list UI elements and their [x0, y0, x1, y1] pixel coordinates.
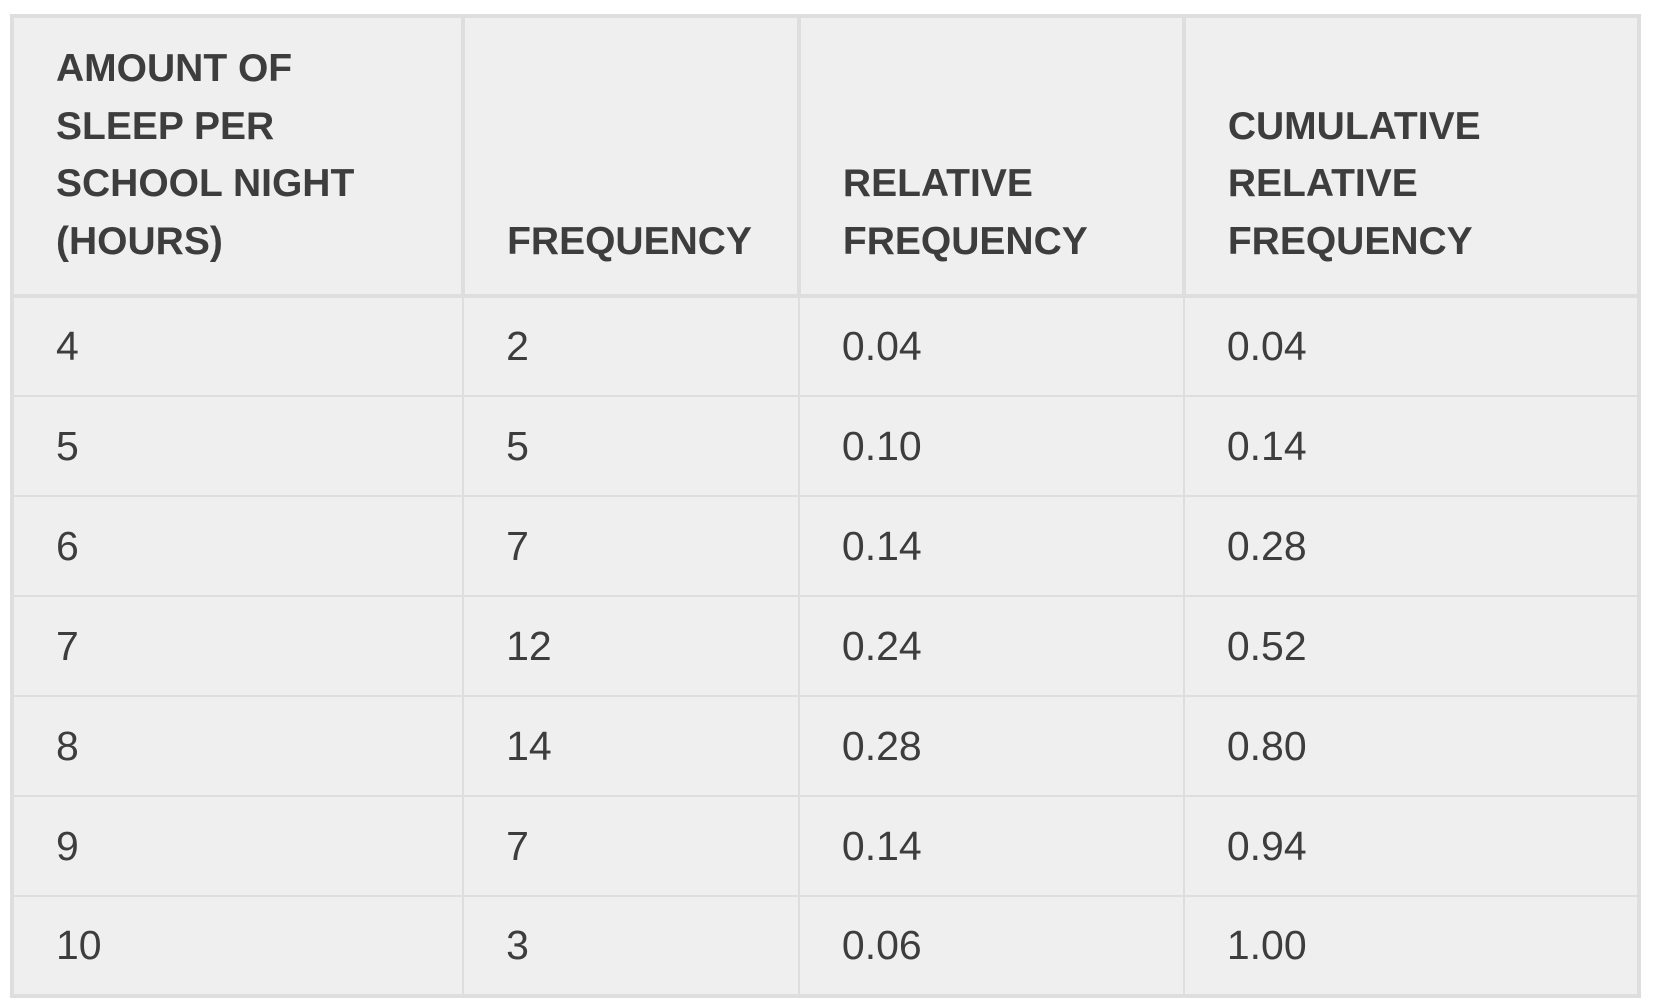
- cell-relative-frequency: 0.10: [797, 395, 1185, 497]
- cell-frequency: 12: [462, 595, 800, 697]
- header-hours-line: SLEEP PER: [56, 104, 275, 148]
- cell-hours: 5: [10, 395, 465, 497]
- cell-relative-frequency: 0.28: [797, 695, 1185, 797]
- header-frequency: FREQUENCY: [461, 14, 801, 298]
- table-row: 8 14 0.28 0.80: [10, 695, 1641, 797]
- cell-cumulative-relative-frequency: 0.28: [1182, 495, 1641, 597]
- cell-hours: 8: [10, 695, 465, 797]
- header-relative-frequency-line: FREQUENCY: [842, 219, 1088, 263]
- table-row: 5 5 0.10 0.14: [10, 395, 1641, 497]
- cell-relative-frequency: 0.06: [797, 895, 1185, 997]
- header-frequency-line: FREQUENCY: [507, 219, 752, 263]
- cell-frequency: 5: [462, 395, 800, 497]
- cell-relative-frequency: 0.14: [797, 495, 1185, 597]
- table-row: 7 12 0.24 0.52: [10, 595, 1641, 697]
- header-cumulative-line: FREQUENCY: [1227, 219, 1473, 263]
- cell-frequency: 3: [462, 895, 800, 997]
- header-hours: AMOUNT OF SLEEP PER SCHOOL NIGHT (HOURS): [9, 14, 466, 298]
- cell-hours: 9: [10, 795, 465, 897]
- cell-frequency: 7: [462, 495, 800, 597]
- header-hours-line: AMOUNT OF: [56, 47, 293, 90]
- cell-hours: 4: [10, 295, 465, 397]
- cell-relative-frequency: 0.24: [797, 595, 1185, 697]
- header-relative-frequency-line: RELATIVE: [842, 162, 1033, 205]
- cell-cumulative-relative-frequency: 1.00: [1182, 895, 1641, 997]
- cell-frequency: 14: [462, 695, 800, 797]
- cell-frequency: 2: [462, 295, 800, 397]
- table-row: 10 3 0.06 1.00: [10, 895, 1641, 997]
- table-header: AMOUNT OF SLEEP PER SCHOOL NIGHT (HOURS)…: [9, 14, 1642, 298]
- header-hours-line: SCHOOL NIGHT: [56, 162, 355, 205]
- cell-cumulative-relative-frequency: 0.04: [1182, 295, 1641, 397]
- cell-relative-frequency: 0.14: [797, 795, 1185, 897]
- cell-relative-frequency: 0.04: [797, 295, 1185, 397]
- cell-hours: 6: [10, 495, 465, 597]
- frequency-table-container: AMOUNT OF SLEEP PER SCHOOL NIGHT (HOURS)…: [9, 14, 1642, 998]
- table-body: 4 2 0.04 0.04 5 5 0.10 0.14 6 7 0.14 0.2…: [10, 295, 1641, 997]
- cell-frequency: 7: [462, 795, 800, 897]
- cell-cumulative-relative-frequency: 0.52: [1182, 595, 1641, 697]
- cell-cumulative-relative-frequency: 0.94: [1182, 795, 1641, 897]
- cell-hours: 7: [10, 595, 465, 697]
- cell-cumulative-relative-frequency: 0.80: [1182, 695, 1641, 797]
- cell-cumulative-relative-frequency: 0.14: [1182, 395, 1641, 497]
- header-cumulative-relative-frequency: CUMULATIVE RELATIVE FREQUENCY: [1181, 14, 1642, 298]
- header-cumulative-line: CUMULATIVE: [1227, 104, 1481, 148]
- table-row: 4 2 0.04 0.04: [10, 295, 1641, 397]
- cell-hours: 10: [10, 895, 465, 997]
- sleep-frequency-table: AMOUNT OF SLEEP PER SCHOOL NIGHT (HOURS)…: [9, 14, 1642, 998]
- header-cumulative-line: RELATIVE: [1227, 162, 1418, 205]
- header-relative-frequency: RELATIVE FREQUENCY: [796, 14, 1186, 298]
- table-row: 9 7 0.14 0.94: [10, 795, 1641, 897]
- header-row: AMOUNT OF SLEEP PER SCHOOL NIGHT (HOURS)…: [9, 14, 1642, 298]
- header-hours-line: (HOURS): [56, 219, 223, 263]
- table-row: 6 7 0.14 0.28: [10, 495, 1641, 597]
